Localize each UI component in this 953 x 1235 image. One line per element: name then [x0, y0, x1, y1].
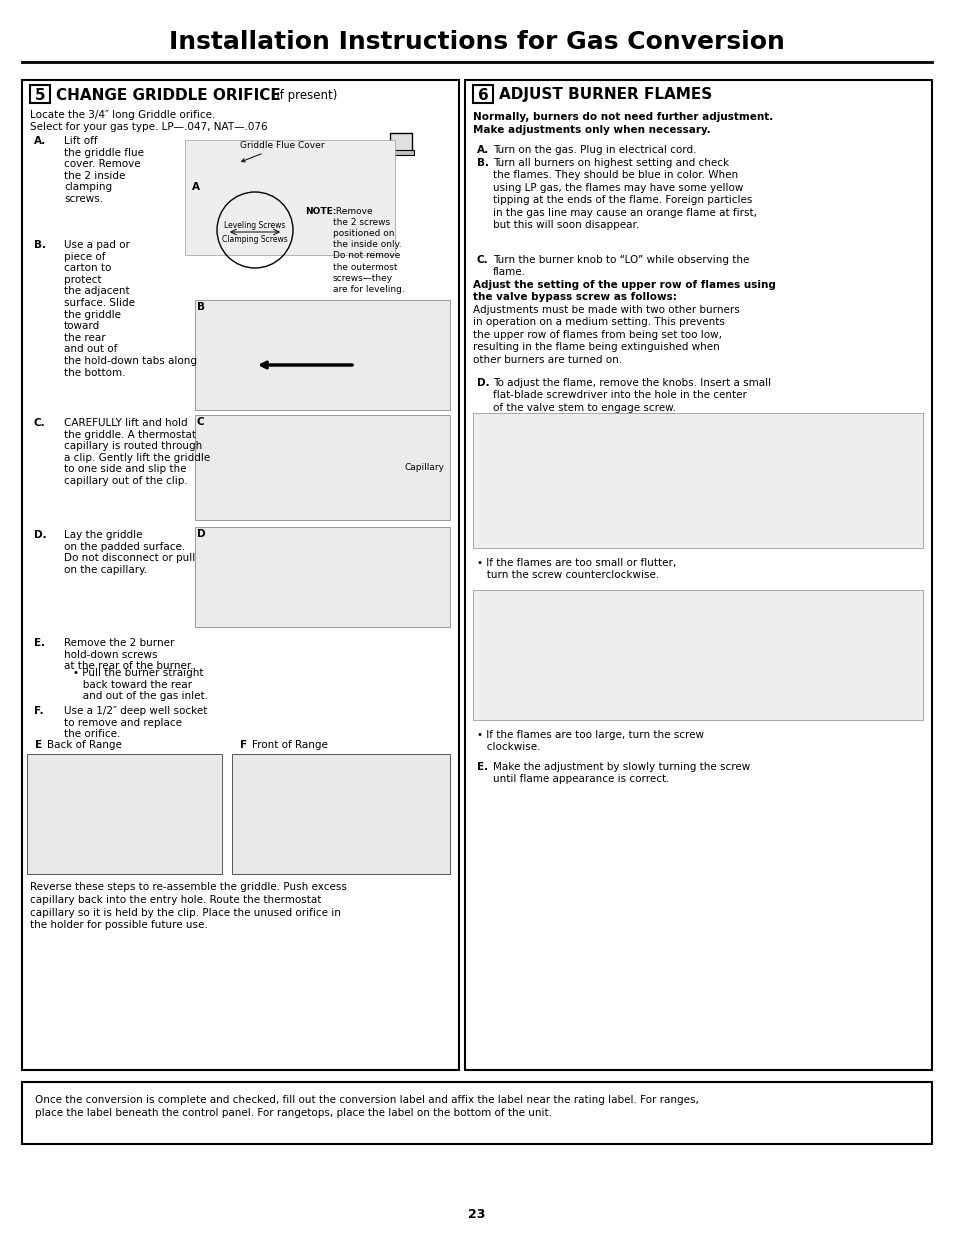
- Bar: [30, 85, 50, 103]
- Text: C.: C.: [34, 417, 46, 429]
- Text: Capillary: Capillary: [405, 462, 444, 472]
- Text: Use a 1/2″ deep well socket
to remove and replace
the orifice.: Use a 1/2″ deep well socket to remove an…: [64, 706, 207, 740]
- Bar: [22, 1082, 931, 1144]
- Text: Leveling Screws: Leveling Screws: [224, 221, 285, 230]
- Text: D.: D.: [476, 378, 489, 388]
- Bar: [194, 300, 450, 410]
- Bar: [473, 590, 923, 720]
- Text: Make the adjustment by slowly turning the screw
until flame appearance is correc: Make the adjustment by slowly turning th…: [493, 762, 749, 784]
- Text: C: C: [196, 417, 204, 427]
- Bar: [232, 755, 450, 874]
- Bar: [390, 133, 412, 153]
- Text: CHANGE GRIDDLE ORIFICE: CHANGE GRIDDLE ORIFICE: [56, 88, 280, 103]
- Text: Remove
the 2 screws
positioned on
the inside only.
Do not remove
the outermost
s: Remove the 2 screws positioned on the in…: [333, 207, 404, 294]
- Text: Locate the 3/4″ long Griddle orifice.: Locate the 3/4″ long Griddle orifice.: [30, 110, 215, 120]
- Bar: [194, 527, 450, 627]
- Text: CAREFULLY lift and hold
the griddle. A thermostat
capillary is routed through
a : CAREFULLY lift and hold the griddle. A t…: [64, 417, 210, 487]
- Text: Adjustments must be made with two other burners
in operation on a medium setting: Adjustments must be made with two other …: [473, 305, 739, 364]
- Text: 5: 5: [34, 88, 45, 103]
- Bar: [185, 140, 395, 254]
- Text: Front of Range: Front of Range: [252, 740, 328, 750]
- Text: ADJUST BURNER FLAMES: ADJUST BURNER FLAMES: [498, 88, 712, 103]
- Text: (if present): (if present): [268, 89, 337, 101]
- Text: F.: F.: [34, 706, 44, 716]
- Text: Turn all burners on highest setting and check
the flames. They should be blue in: Turn all burners on highest setting and …: [493, 158, 757, 230]
- Text: A.: A.: [34, 136, 46, 146]
- Text: Turn the burner knob to “LO” while observing the
flame.: Turn the burner knob to “LO” while obser…: [493, 254, 749, 277]
- Text: A.: A.: [476, 144, 489, 156]
- Text: B: B: [196, 303, 205, 312]
- Text: Use a pad or
piece of
carton to
protect
the adjacent
surface. Slide
the griddle
: Use a pad or piece of carton to protect …: [64, 240, 196, 378]
- Text: Adjust the setting of the upper row of flames using
the valve bypass screw as fo: Adjust the setting of the upper row of f…: [473, 280, 775, 303]
- Text: Normally, burners do not need further adjustment.
Make adjustments only when nec: Normally, burners do not need further ad…: [473, 112, 773, 135]
- Bar: [22, 80, 458, 1070]
- Text: F: F: [240, 740, 247, 750]
- Bar: [27, 755, 222, 874]
- Bar: [473, 412, 923, 548]
- Text: • If the flames are too small or flutter,
   turn the screw counterclockwise.: • If the flames are too small or flutter…: [476, 558, 676, 580]
- Text: 6: 6: [477, 88, 488, 103]
- Text: B.: B.: [34, 240, 46, 249]
- Text: C.: C.: [476, 254, 488, 266]
- Text: E: E: [35, 740, 42, 750]
- Text: Lift off
the griddle flue
cover. Remove
the 2 inside
clamping
screws.: Lift off the griddle flue cover. Remove …: [64, 136, 144, 204]
- Bar: [473, 85, 493, 103]
- Bar: [388, 149, 414, 156]
- Text: Lay the griddle
on the padded surface.
Do not disconnect or pull
on the capillar: Lay the griddle on the padded surface. D…: [64, 530, 195, 574]
- Text: A: A: [192, 182, 200, 191]
- Text: Reverse these steps to re-assemble the griddle. Push excess
capillary back into : Reverse these steps to re-assemble the g…: [30, 882, 347, 930]
- Text: Clamping Screws: Clamping Screws: [222, 236, 288, 245]
- Text: Griddle Flue Cover: Griddle Flue Cover: [240, 141, 324, 162]
- Text: • If the flames are too large, turn the screw
   clockwise.: • If the flames are too large, turn the …: [476, 730, 703, 752]
- Text: E.: E.: [476, 762, 488, 772]
- Text: Remove the 2 burner
hold-down screws
at the rear of the burner.: Remove the 2 burner hold-down screws at …: [64, 638, 193, 671]
- Text: NOTE:: NOTE:: [305, 207, 336, 216]
- Text: Installation Instructions for Gas Conversion: Installation Instructions for Gas Conver…: [169, 30, 784, 54]
- Text: E.: E.: [34, 638, 45, 648]
- Text: D.: D.: [34, 530, 47, 540]
- Text: Once the conversion is complete and checked, fill out the conversion label and a: Once the conversion is complete and chec…: [35, 1095, 699, 1118]
- Text: To adjust the flame, remove the knobs. Insert a small
flat-blade screwdriver int: To adjust the flame, remove the knobs. I…: [493, 378, 770, 412]
- Text: Select for your gas type. LP—.047, NAT—.076: Select for your gas type. LP—.047, NAT—.…: [30, 122, 268, 132]
- Bar: [464, 80, 931, 1070]
- Text: • Pull the burner straight
   back toward the rear
   and out of the gas inlet.: • Pull the burner straight back toward t…: [73, 668, 208, 701]
- Text: Turn on the gas. Plug in electrical cord.: Turn on the gas. Plug in electrical cord…: [493, 144, 696, 156]
- Bar: [194, 415, 450, 520]
- Text: 23: 23: [468, 1209, 485, 1221]
- Text: Back of Range: Back of Range: [47, 740, 122, 750]
- Text: B.: B.: [476, 158, 489, 168]
- Text: D: D: [196, 529, 206, 538]
